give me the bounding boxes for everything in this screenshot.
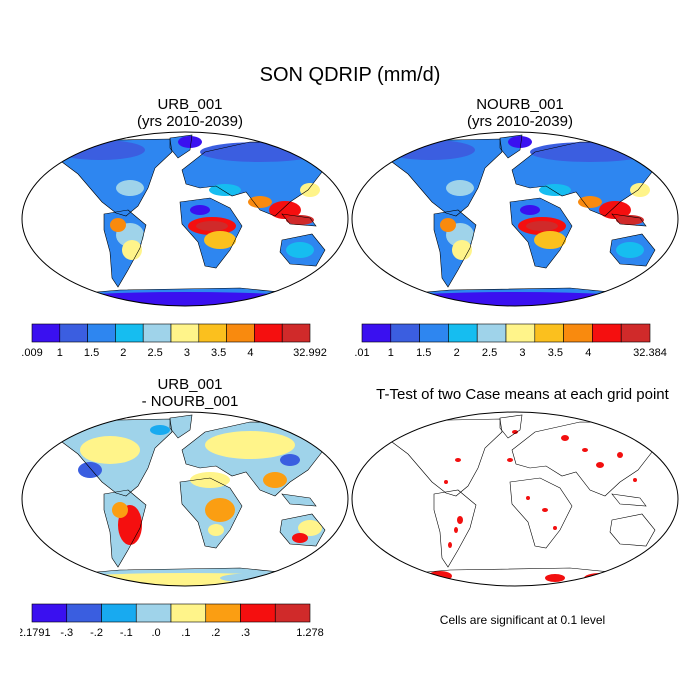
colorbar-label: 1.5 [84, 347, 99, 359]
colorbar-label: .3 [241, 627, 250, 639]
colorbar-label: 2.5 [482, 347, 497, 359]
colorbar-label: -.2 [90, 627, 103, 639]
colorbar-label: 3.5 [548, 347, 563, 359]
colorbar-label: -.1 [120, 627, 133, 639]
colorbar-label: -2.1791 [20, 627, 51, 639]
colorbar-label: 2 [120, 347, 126, 359]
colorbar-label: .009 [21, 347, 42, 359]
colorbar-label: .01 [354, 347, 369, 359]
map-urb [21, 131, 349, 307]
map-ttest [351, 411, 679, 587]
map-diff [21, 411, 349, 587]
significance-note: Cells are significant at 0.1 level [439, 613, 606, 627]
colorbar-label: 3 [519, 347, 525, 359]
colorbar-diff: -2.1791 -.3 -.2 -.1 .0 .1 .2 .3 1.278 [20, 603, 324, 639]
colorbar-label: 1.278 [296, 627, 324, 639]
colorbar-label: 2.5 [147, 347, 162, 359]
colorbar-nourb: .01 1 1.5 2 2.5 3 3.5 4 32.384 [354, 323, 667, 359]
colorbar-label: .0 [152, 627, 161, 639]
colorbar-label: 2 [454, 347, 460, 359]
panel-title-urb-line1: URB_001 [157, 96, 223, 113]
colorbar-label: 4 [585, 347, 591, 359]
colorbar-label: 3 [184, 347, 190, 359]
colorbar-label: 4 [247, 347, 253, 359]
panel-title-diff-line1: URB_001 [157, 376, 223, 393]
panel-title-nourb-line1: NOURB_001 [476, 96, 564, 113]
panel-title-diff: URB_001 - NOURB_001 [75, 376, 305, 410]
figure-title: SON QDRIP (mm/d) [259, 64, 441, 86]
panel-title-ttest: T-Test of two Case means at each grid po… [350, 386, 695, 403]
panel-title-urb: URB_001 (yrs 2010-2039) [75, 96, 305, 130]
panel-title-diff-line2: - NOURB_001 [141, 393, 239, 410]
panel-title-nourb: NOURB_001 (yrs 2010-2039) [405, 96, 635, 130]
panel-title-urb-line2: (yrs 2010-2039) [137, 113, 243, 130]
map-nourb [351, 131, 679, 307]
colorbar-urb: .009 1 1.5 2 2.5 3 3.5 4 32.992 [21, 323, 327, 359]
colorbar-label: 32.384 [633, 347, 667, 359]
colorbar-label: 1 [388, 347, 394, 359]
panel-title-ttest-line1: T-Test of two Case means at each grid po… [376, 386, 669, 403]
colorbar-label: 1 [57, 347, 63, 359]
colorbar-label: 1.5 [416, 347, 431, 359]
colorbar-label: 3.5 [211, 347, 226, 359]
colorbar-label: 32.992 [293, 347, 327, 359]
colorbar-label: .2 [211, 627, 220, 639]
colorbar-label: -.3 [60, 627, 73, 639]
colorbar-label: .1 [181, 627, 190, 639]
panel-title-nourb-line2: (yrs 2010-2039) [467, 113, 573, 130]
